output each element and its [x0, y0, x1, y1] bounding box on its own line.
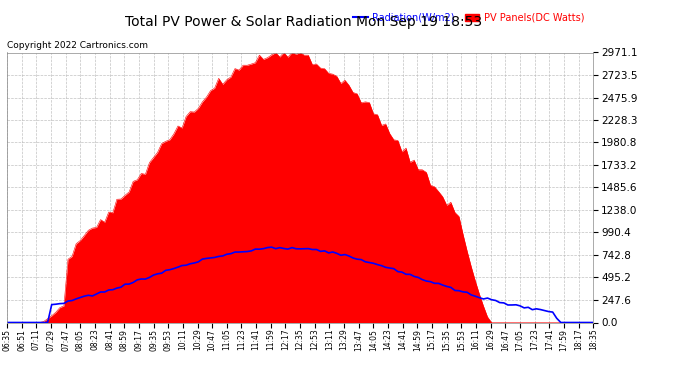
- Text: Total PV Power & Solar Radiation Mon Sep 19 18:53: Total PV Power & Solar Radiation Mon Sep…: [125, 15, 482, 29]
- Text: Copyright 2022 Cartronics.com: Copyright 2022 Cartronics.com: [7, 41, 148, 50]
- Legend: Radiation(W/m2), PV Panels(DC Watts): Radiation(W/m2), PV Panels(DC Watts): [349, 9, 589, 27]
